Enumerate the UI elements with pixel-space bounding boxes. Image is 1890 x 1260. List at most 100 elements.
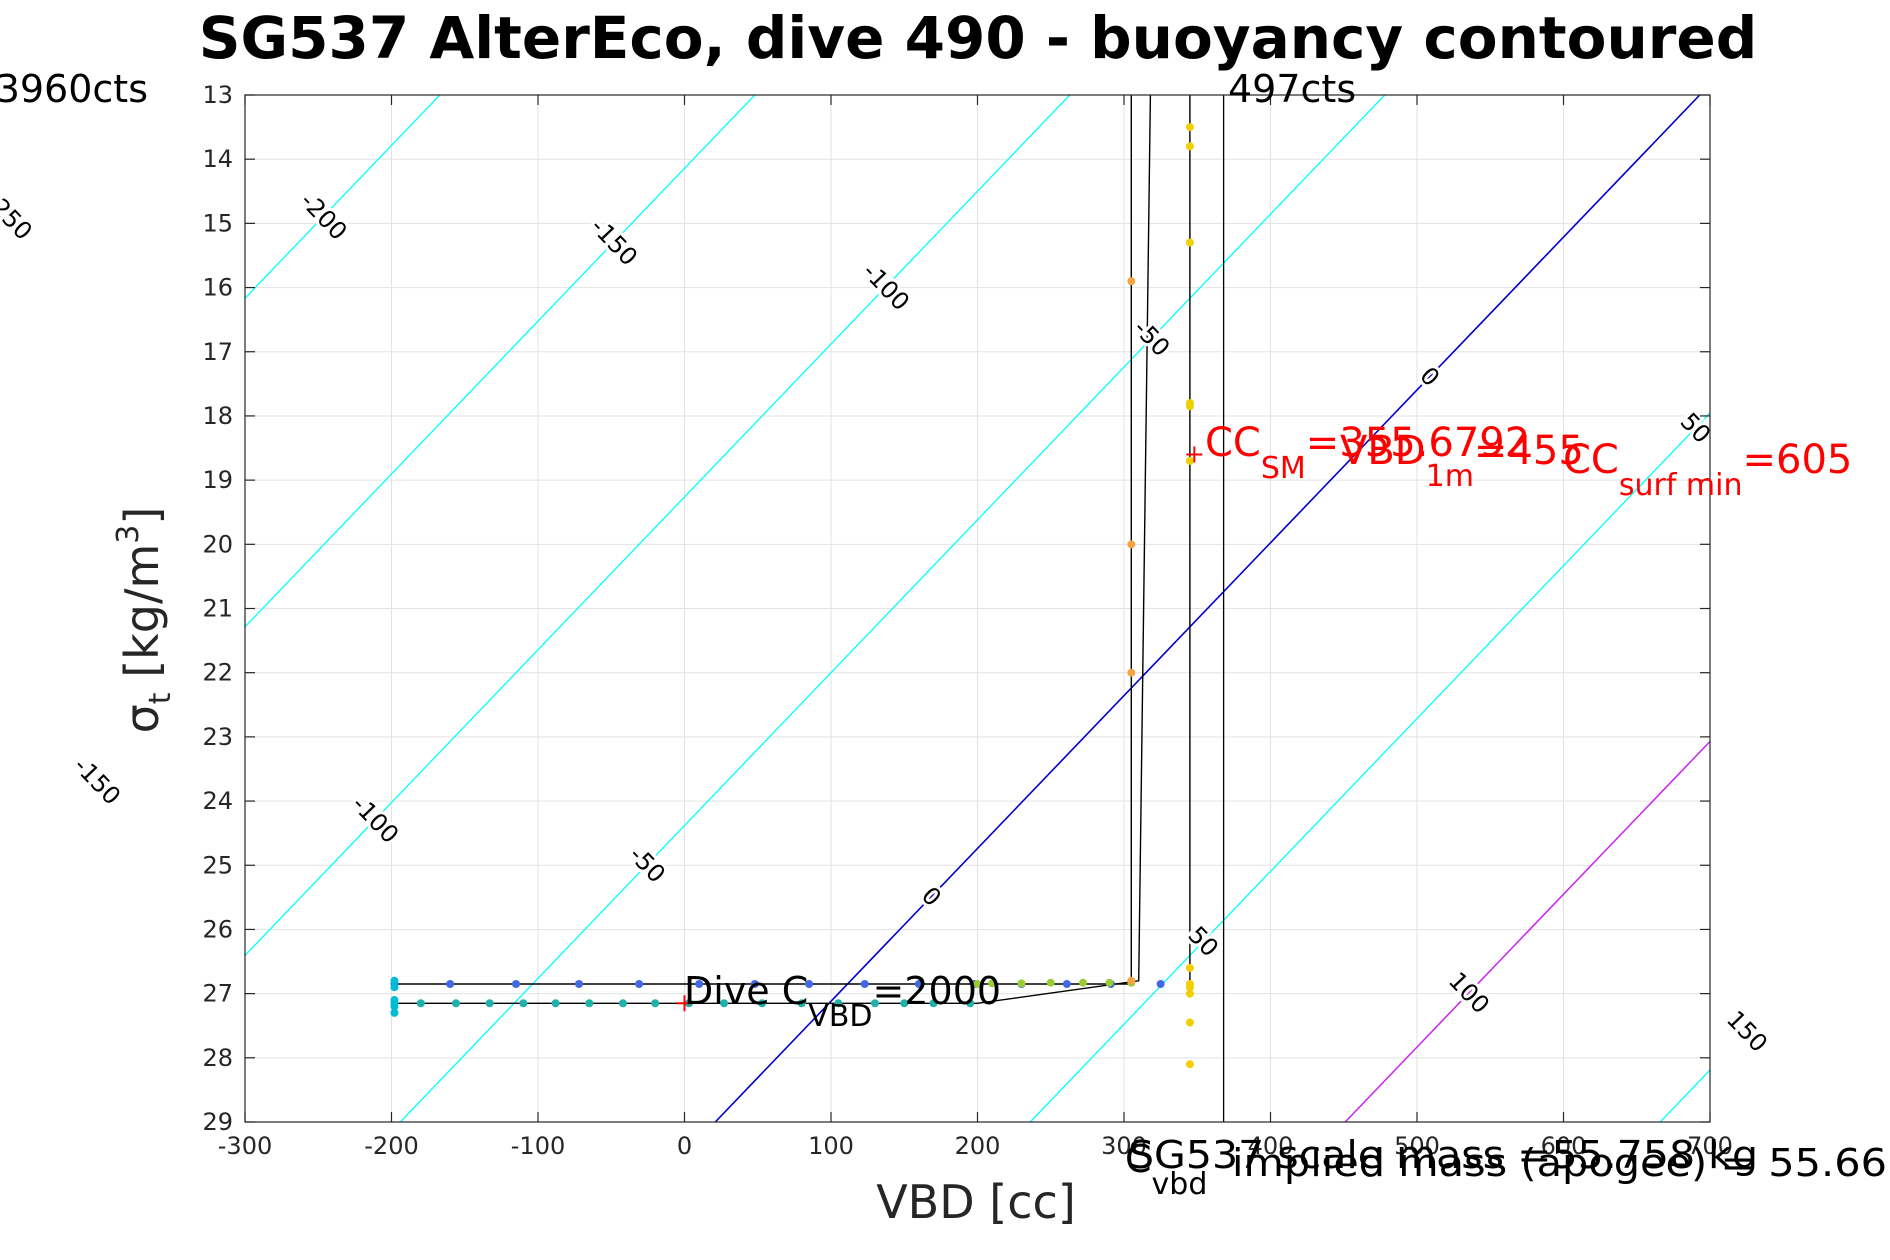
data-point: [575, 979, 584, 988]
data-point: [635, 979, 644, 988]
cc-sm-annotation: CCSM=355.6792: [1205, 420, 1530, 486]
data-point: [720, 999, 729, 1008]
data-point: [1185, 238, 1194, 247]
x-axis-ticks: -300 -200 -100 0 100 200 300 400 500 600 700: [218, 95, 1733, 1160]
data-point: [416, 999, 425, 1008]
data-point: [870, 999, 879, 1008]
data-point: [390, 1002, 399, 1011]
contour-label: -150: [68, 752, 126, 811]
y-tick-label: 15: [202, 209, 233, 237]
data-point: [1156, 979, 1165, 988]
y-tick-label: 22: [202, 659, 233, 687]
markers: [676, 446, 1203, 1012]
scale-mass-annotation: SG537 scale mass =55.758 kg: [1128, 1133, 1758, 1177]
data-point: [1185, 963, 1194, 972]
c-vbd-annotation: Cvbd: [1125, 1137, 1207, 1202]
contour-label: -250: [0, 187, 38, 246]
data-point: [1127, 540, 1136, 549]
data-point: [551, 999, 560, 1008]
data-point: [1078, 978, 1087, 987]
y-label-sub: t: [143, 692, 178, 704]
y-tick-label: 20: [202, 530, 233, 558]
data-point: [914, 979, 923, 988]
y-tick-label: 18: [202, 402, 233, 430]
y-tick-label: 21: [202, 595, 233, 623]
left-cts-label: 3960cts: [0, 67, 148, 111]
data-point: [1185, 142, 1194, 151]
data-point: [988, 979, 997, 988]
data-point: [973, 979, 982, 988]
data-point: [651, 999, 660, 1008]
data-point: [512, 979, 521, 988]
data-point: [695, 979, 704, 988]
data-point: [1185, 123, 1194, 132]
data-point: [390, 976, 399, 985]
data-point: [758, 999, 767, 1008]
x-tick-label: 500: [1394, 1132, 1440, 1160]
data-point: [585, 999, 594, 1008]
data-point: [966, 999, 975, 1008]
cc-surf-min-annotation: CCsurf min=605: [1563, 437, 1852, 503]
data-point: [1185, 402, 1194, 411]
dive-c-vbd-annotation: Dive CVBD=2000: [684, 969, 1001, 1034]
x-tick-label: -100: [511, 1132, 565, 1160]
data-point: [1185, 989, 1194, 998]
implied-mass-annotation: implied mass (apogee) = 55.66: [1232, 1141, 1887, 1185]
contour-label: 150: [1721, 1005, 1773, 1057]
y-label-unit: [kg/m: [115, 544, 169, 693]
data-point: [860, 979, 869, 988]
data-point: [797, 999, 806, 1008]
y-tick-label: 17: [202, 338, 233, 366]
chart-title: SG537 AlterEco, dive 490 - buoyancy cont…: [199, 4, 1758, 72]
x-axis-label: VBD [cc]: [876, 1175, 1076, 1229]
data-point: [1105, 978, 1114, 987]
data-point: [1062, 979, 1071, 988]
data-point: [900, 999, 909, 1008]
scatter-points: [390, 123, 1194, 1069]
y-tick-label: 16: [202, 274, 233, 302]
data-point: [929, 999, 938, 1008]
y-tick-label: 24: [202, 787, 233, 815]
y-tick-label: 26: [202, 915, 233, 943]
dive-profile: [394, 95, 1191, 1004]
data-point: [390, 996, 399, 1005]
data-point: [1017, 979, 1026, 988]
x-tick-label: 600: [1541, 1132, 1587, 1160]
x-tick-label: 400: [1248, 1132, 1294, 1160]
data-point: [451, 999, 460, 1008]
contour-labels: -500-450-400-350-300-250-200-150-100-500…: [0, 184, 1776, 1061]
x-tick-label: 0: [677, 1132, 692, 1160]
dive-profile-line: [394, 95, 1152, 1004]
data-point: [618, 999, 627, 1008]
vbd-1m-annotation: VBD1m=455: [1340, 428, 1584, 494]
y-axis-label: σt [kg/m3]: [111, 507, 178, 734]
y-axis-ticks: 13 14 15 16 17 18 19 20 21 22 23 24 25 26 27 28 29: [202, 81, 1710, 1136]
data-point: [805, 979, 814, 988]
y-tick-label: 13: [202, 81, 233, 109]
contour-line-highlight: [1344, 740, 1710, 1122]
data-point: [519, 999, 528, 1008]
contour-lines: [245, 95, 1710, 1122]
x-tick-label: -300: [218, 1132, 272, 1160]
data-point: [1127, 277, 1136, 286]
data-point: [1127, 976, 1136, 985]
data-point: [1185, 1018, 1194, 1027]
data-point: [1185, 1060, 1194, 1069]
data-point: [485, 999, 494, 1008]
data-point: [1185, 983, 1194, 992]
y-label-sup: 3: [111, 525, 146, 544]
x-tick-label: 300: [1101, 1132, 1147, 1160]
y-tick-label: 19: [202, 466, 233, 494]
dive-profile-line: [394, 95, 1133, 985]
right-cts-label: 497cts: [1228, 67, 1356, 111]
x-tick-label: 200: [955, 1132, 1001, 1160]
y-tick-label: 23: [202, 723, 233, 751]
data-point: [390, 1008, 399, 1017]
y-tick-label: 29: [202, 1108, 233, 1136]
contour-line: [245, 95, 1071, 957]
grid: [244, 94, 1711, 1123]
y-tick-label: 27: [202, 980, 233, 1008]
data-point: [834, 999, 843, 1008]
x-tick-label: 100: [808, 1132, 854, 1160]
